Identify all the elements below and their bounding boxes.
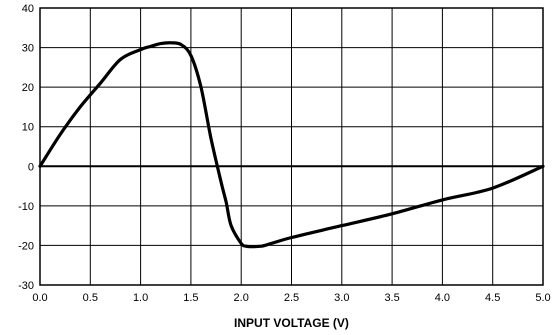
y-tick-label: 40: [22, 3, 34, 15]
x-tick-label: 4.5: [485, 292, 500, 304]
y-tick-label: 20: [22, 82, 34, 94]
x-tick-labels: 0.0 0.5 1.0 1.5 2.0 2.5 3.0 3.5 4.0 4.5 5.0: [32, 292, 550, 304]
x-tick-label: 0.0: [32, 292, 47, 304]
y-tick-labels: 40 30 20 10 0 -10 -20 -30: [18, 3, 34, 292]
x-tick-label: 2.0: [234, 292, 249, 304]
x-tick-label: 3.0: [334, 292, 349, 304]
x-tick-label: 0.5: [83, 292, 98, 304]
x-tick-label: 3.5: [384, 292, 399, 304]
x-tick-label: 2.5: [284, 292, 299, 304]
y-tick-label: -10: [18, 201, 34, 213]
grid: [39, 7, 544, 286]
y-tick-label: -30: [18, 280, 34, 292]
x-tick-label: 5.0: [535, 292, 550, 304]
plot-frame: [39, 7, 544, 286]
y-tick-label: 0: [28, 161, 34, 173]
x-tick-label: 1.0: [133, 292, 148, 304]
x-axis-title: INPUT VOLTAGE (V): [234, 316, 349, 330]
series-line: [38, 41, 545, 249]
x-tick-label: 1.5: [183, 292, 198, 304]
y-tick-label: 10: [22, 122, 34, 134]
y-tick-label: 30: [22, 43, 34, 55]
y-tick-label: -20: [18, 240, 34, 252]
x-tick-label: 4.0: [435, 292, 450, 304]
